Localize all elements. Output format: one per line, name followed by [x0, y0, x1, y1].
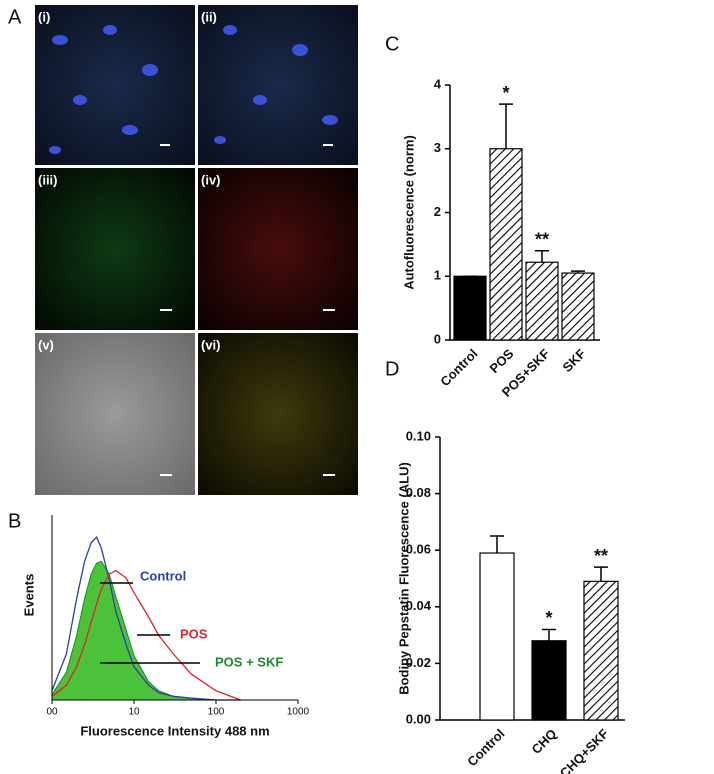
bar: [531, 640, 567, 721]
error-bar: [571, 270, 585, 274]
image-label: (v): [38, 337, 54, 352]
image-label: (iv): [201, 172, 221, 187]
x-tick-label: SKF: [560, 346, 589, 375]
y-axis-label: Autofluorescence (norm): [401, 135, 416, 290]
y-axis-label: Bodipy Pepstatin Fluorescence (ALU): [396, 462, 411, 695]
legend-label: Control: [140, 568, 186, 583]
y-tick-label: 0.00: [406, 711, 431, 726]
y-tick-label: 4: [434, 76, 442, 91]
annotation: **: [594, 546, 608, 566]
image: [35, 168, 195, 330]
x-tick-label: Control: [437, 346, 480, 389]
x-axis-label: Fluorescence Intensity 488 nm: [80, 723, 269, 738]
y-tick-label: 0.10: [406, 428, 431, 443]
y-axis-label: Events: [21, 574, 36, 617]
error-bar: [499, 103, 513, 149]
image: [198, 168, 358, 330]
y-tick-label: 2: [434, 204, 441, 219]
image-label: (vi): [201, 337, 221, 352]
x-tick-label: CHQ+SKF: [557, 726, 612, 774]
nuclei: [49, 25, 338, 154]
image-label: (iii): [38, 172, 58, 187]
annotation: *: [545, 608, 552, 628]
panel-label: A: [8, 6, 22, 28]
error-bar: [490, 535, 504, 554]
x-tick-label: POS: [487, 346, 517, 376]
error-bar: [542, 628, 556, 641]
error-bar: [535, 250, 549, 263]
legend-label: POS: [180, 626, 208, 641]
image-label: (i): [38, 9, 50, 24]
y-tick-label: 0.04: [406, 598, 432, 613]
y-tick-label: 1: [434, 268, 441, 283]
y-tick-label: 3: [434, 140, 441, 155]
x-tick-label: CHQ: [529, 726, 560, 757]
bar: [479, 552, 515, 721]
x-tick-label: 00: [46, 707, 58, 718]
y-tick-label: 0.06: [406, 542, 431, 557]
legend-label: POS + SKF: [215, 654, 283, 669]
y-tick-label: 0.02: [406, 655, 431, 670]
error-bar: [594, 566, 608, 582]
x-tick-label: 100: [208, 707, 225, 718]
image: [35, 333, 195, 495]
panel-label: B: [8, 510, 21, 532]
bar: [525, 261, 559, 341]
bar: [453, 275, 487, 341]
scale-bars: [160, 144, 335, 476]
x-tick-label: Control: [464, 726, 507, 769]
image-label: (ii): [201, 9, 217, 24]
annotation: **: [535, 230, 549, 250]
line: [51, 536, 241, 701]
annotation: *: [502, 83, 509, 103]
bar: [489, 148, 523, 341]
y-tick-label: 0: [434, 331, 441, 346]
x-tick-label: 1000: [287, 707, 310, 718]
line: [51, 569, 241, 701]
image: [198, 333, 358, 495]
bar: [561, 272, 595, 341]
x-tick-label: 10: [128, 707, 140, 718]
panel-label: D: [385, 358, 399, 380]
micrographs: (i) (ii) (iii) (iv) (v) (vi): [35, 5, 358, 495]
y-tick-label: 0.08: [406, 485, 431, 500]
bar: [583, 580, 619, 721]
panel-label: C: [385, 33, 399, 55]
